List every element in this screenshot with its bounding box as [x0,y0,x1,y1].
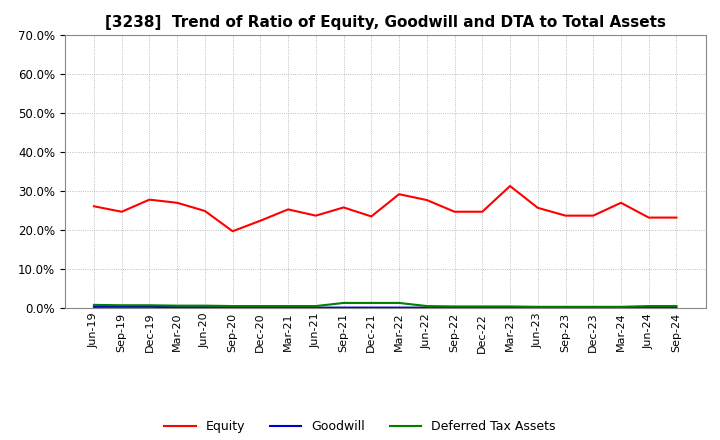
Deferred Tax Assets [478,304,487,309]
Equity [505,183,514,189]
Deferred Tax Assets [534,304,542,309]
Deferred Tax Assets [256,304,265,309]
Equity [644,215,653,220]
Line: Equity: Equity [94,186,677,231]
Deferred Tax Assets [672,304,681,309]
Equity [256,218,265,224]
Goodwill [117,304,126,309]
Goodwill [367,305,376,310]
Deferred Tax Assets [145,303,154,308]
Deferred Tax Assets [395,300,403,305]
Equity [367,214,376,219]
Goodwill [395,305,403,310]
Equity [561,213,570,218]
Equity [423,198,431,203]
Deferred Tax Assets [561,304,570,309]
Deferred Tax Assets [284,304,292,309]
Goodwill [450,305,459,310]
Equity [173,200,181,205]
Goodwill [284,305,292,310]
Equity [534,205,542,210]
Goodwill [312,305,320,310]
Deferred Tax Assets [312,304,320,309]
Deferred Tax Assets [117,303,126,308]
Goodwill [672,305,681,310]
Equity [672,215,681,220]
Goodwill [201,304,210,310]
Equity [201,208,210,213]
Equity [145,197,154,202]
Title: [3238]  Trend of Ratio of Equity, Goodwill and DTA to Total Assets: [3238] Trend of Ratio of Equity, Goodwil… [104,15,666,30]
Goodwill [561,305,570,310]
Goodwill [228,304,237,310]
Goodwill [339,305,348,310]
Equity [616,200,625,205]
Equity [284,207,292,212]
Equity [228,229,237,234]
Goodwill [616,305,625,310]
Equity [312,213,320,218]
Deferred Tax Assets [173,303,181,308]
Deferred Tax Assets [201,303,210,308]
Equity [589,213,598,218]
Deferred Tax Assets [423,304,431,309]
Line: Goodwill: Goodwill [94,307,677,308]
Equity [89,204,98,209]
Goodwill [89,304,98,309]
Deferred Tax Assets [367,300,376,305]
Deferred Tax Assets [589,304,598,309]
Equity [450,209,459,214]
Goodwill [145,304,154,309]
Goodwill [644,305,653,310]
Goodwill [256,304,265,310]
Goodwill [173,304,181,310]
Equity [117,209,126,214]
Goodwill [478,305,487,310]
Equity [478,209,487,214]
Goodwill [423,305,431,310]
Deferred Tax Assets [228,304,237,309]
Goodwill [534,305,542,310]
Deferred Tax Assets [339,300,348,305]
Equity [395,191,403,197]
Deferred Tax Assets [450,304,459,309]
Deferred Tax Assets [644,304,653,309]
Deferred Tax Assets [616,304,625,309]
Goodwill [505,305,514,310]
Goodwill [589,305,598,310]
Equity [339,205,348,210]
Line: Deferred Tax Assets: Deferred Tax Assets [94,303,677,307]
Deferred Tax Assets [505,304,514,309]
Deferred Tax Assets [89,302,98,308]
Legend: Equity, Goodwill, Deferred Tax Assets: Equity, Goodwill, Deferred Tax Assets [159,415,561,438]
